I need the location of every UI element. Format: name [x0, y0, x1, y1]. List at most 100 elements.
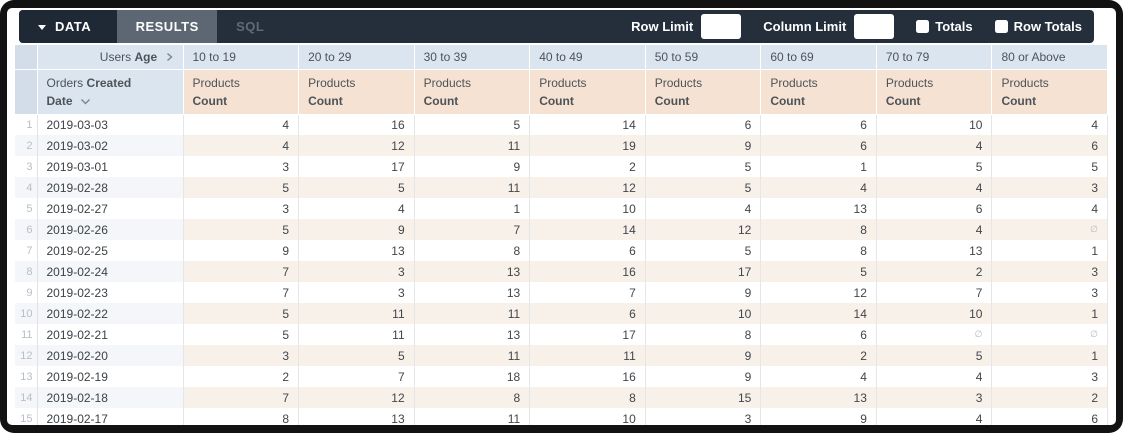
date-cell[interactable]: 2019-02-19 — [37, 366, 184, 387]
value-cell[interactable]: 6 — [645, 114, 762, 135]
value-cell[interactable]: 19 — [529, 135, 646, 156]
value-cell[interactable]: 4 — [183, 114, 300, 135]
value-cell[interactable]: 5 — [183, 177, 300, 198]
value-cell[interactable]: ∅ — [991, 219, 1108, 240]
value-cell[interactable]: 5 — [760, 261, 877, 282]
value-cell[interactable]: 1 — [991, 240, 1108, 261]
value-cell[interactable]: 16 — [298, 114, 415, 135]
value-cell[interactable]: 13 — [298, 240, 415, 261]
value-cell[interactable]: 7 — [876, 282, 993, 303]
value-cell[interactable]: 3 — [183, 156, 300, 177]
tab-sql[interactable]: SQL — [217, 10, 283, 43]
value-cell[interactable]: 6 — [991, 408, 1108, 425]
age-bucket-header[interactable]: 40 to 49 — [529, 45, 646, 70]
date-cell[interactable]: 2019-02-17 — [37, 408, 184, 425]
value-cell[interactable]: 8 — [760, 240, 877, 261]
value-cell[interactable]: 17 — [298, 156, 415, 177]
value-cell[interactable]: 10 — [645, 303, 762, 324]
value-cell[interactable]: 8 — [183, 408, 300, 425]
value-cell[interactable]: 3 — [298, 282, 415, 303]
value-cell[interactable]: 13 — [414, 282, 531, 303]
date-cell[interactable]: 2019-02-22 — [37, 303, 184, 324]
value-cell[interactable]: 3 — [991, 282, 1108, 303]
value-cell[interactable]: 11 — [414, 345, 531, 366]
value-cell[interactable]: 17 — [529, 324, 646, 345]
value-cell[interactable]: 3 — [183, 198, 300, 219]
value-cell[interactable]: 4 — [991, 198, 1108, 219]
value-cell[interactable]: 13 — [414, 324, 531, 345]
value-cell[interactable]: 4 — [298, 198, 415, 219]
value-cell[interactable]: 12 — [760, 282, 877, 303]
value-cell[interactable]: 3 — [991, 366, 1108, 387]
value-cell[interactable]: 3 — [876, 387, 993, 408]
row-limit-input[interactable] — [701, 14, 742, 39]
value-cell[interactable]: 9 — [414, 156, 531, 177]
date-cell[interactable]: 2019-02-28 — [37, 177, 184, 198]
measure-header[interactable]: Products Count — [645, 69, 762, 115]
value-cell[interactable]: 6 — [529, 303, 646, 324]
value-cell[interactable]: 6 — [760, 324, 877, 345]
value-cell[interactable]: 3 — [183, 345, 300, 366]
date-cell[interactable]: 2019-02-18 — [37, 387, 184, 408]
value-cell[interactable]: 9 — [183, 240, 300, 261]
value-cell[interactable]: 14 — [529, 114, 646, 135]
value-cell[interactable]: 5 — [645, 156, 762, 177]
value-cell[interactable]: 18 — [414, 366, 531, 387]
value-cell[interactable]: 9 — [298, 219, 415, 240]
value-cell[interactable]: 6 — [991, 135, 1108, 156]
age-bucket-header[interactable]: 10 to 19 — [183, 45, 300, 70]
value-cell[interactable]: 4 — [876, 135, 993, 156]
value-cell[interactable]: 4 — [876, 408, 993, 425]
value-cell[interactable]: 4 — [876, 366, 993, 387]
value-cell[interactable]: 5 — [414, 114, 531, 135]
value-cell[interactable]: 11 — [529, 345, 646, 366]
value-cell[interactable]: 14 — [529, 219, 646, 240]
date-cell[interactable]: 2019-02-24 — [37, 261, 184, 282]
value-cell[interactable]: 2 — [183, 366, 300, 387]
age-bucket-header[interactable]: 50 to 59 — [645, 45, 762, 70]
value-cell[interactable]: 2 — [991, 387, 1108, 408]
value-cell[interactable]: 9 — [760, 408, 877, 425]
value-cell[interactable]: 3 — [991, 261, 1108, 282]
value-cell[interactable]: 1 — [991, 303, 1108, 324]
value-cell[interactable]: 5 — [298, 345, 415, 366]
value-cell[interactable]: 11 — [298, 303, 415, 324]
value-cell[interactable]: 8 — [414, 240, 531, 261]
value-cell[interactable]: 5 — [183, 324, 300, 345]
value-cell[interactable]: 10 — [876, 114, 993, 135]
value-cell[interactable]: 3 — [991, 177, 1108, 198]
value-cell[interactable]: 9 — [645, 366, 762, 387]
value-cell[interactable]: 4 — [991, 114, 1108, 135]
value-cell[interactable]: 11 — [414, 135, 531, 156]
value-cell[interactable]: 12 — [645, 219, 762, 240]
value-cell[interactable]: 16 — [529, 261, 646, 282]
value-cell[interactable]: 11 — [298, 324, 415, 345]
date-cell[interactable]: 2019-03-02 — [37, 135, 184, 156]
date-cell[interactable]: 2019-02-23 — [37, 282, 184, 303]
value-cell[interactable]: 10 — [876, 303, 993, 324]
value-cell[interactable]: 4 — [183, 135, 300, 156]
measure-header[interactable]: Products Count — [298, 69, 415, 115]
value-cell[interactable]: 4 — [645, 198, 762, 219]
value-cell[interactable]: 7 — [183, 261, 300, 282]
value-cell[interactable]: 6 — [876, 198, 993, 219]
value-cell[interactable]: 2 — [529, 156, 646, 177]
measure-header[interactable]: Products Count — [760, 69, 877, 115]
value-cell[interactable]: 3 — [645, 408, 762, 425]
row-dimension-header[interactable]: Orders Created Date — [37, 69, 184, 115]
value-cell[interactable]: 2 — [876, 261, 993, 282]
value-cell[interactable]: 9 — [645, 282, 762, 303]
value-cell[interactable]: 5 — [991, 156, 1108, 177]
value-cell[interactable]: 17 — [645, 261, 762, 282]
tab-results[interactable]: RESULTS — [117, 10, 218, 43]
value-cell[interactable]: 7 — [183, 387, 300, 408]
value-cell[interactable]: 10 — [529, 198, 646, 219]
value-cell[interactable]: 1 — [414, 198, 531, 219]
pivot-dimension-header[interactable]: Users Age — [37, 45, 184, 70]
value-cell[interactable]: 4 — [876, 219, 993, 240]
value-cell[interactable]: 8 — [414, 387, 531, 408]
date-cell[interactable]: 2019-03-01 — [37, 156, 184, 177]
totals-checkbox[interactable] — [916, 20, 930, 33]
value-cell[interactable]: 7 — [414, 219, 531, 240]
tab-data[interactable]: DATA — [19, 10, 118, 43]
